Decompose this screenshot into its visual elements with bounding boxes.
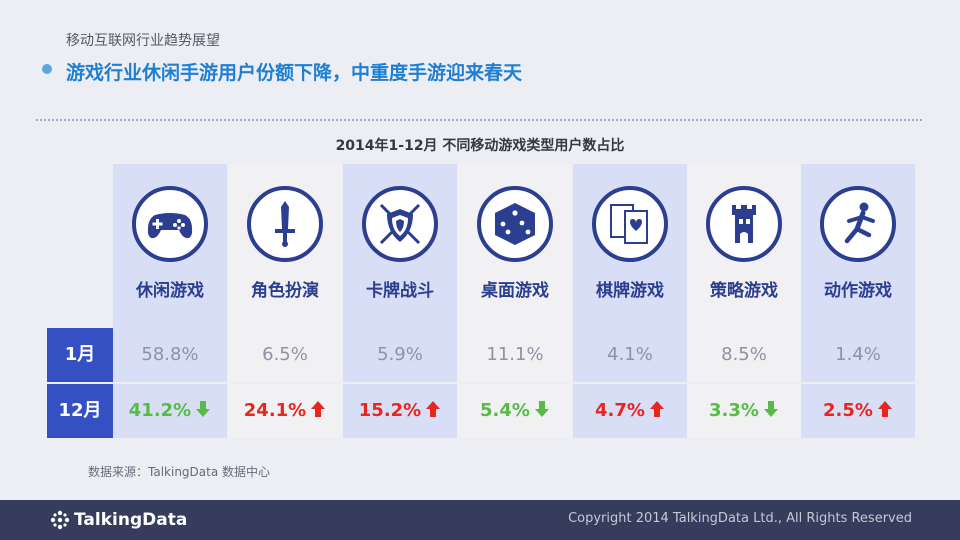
cell-dec-card-battle: 15.2% (343, 384, 457, 438)
table-title: 2014年1-12月 不同移动游戏类型用户数占比 (335, 138, 625, 154)
column-chess-cards: 棋牌游戏 (573, 164, 687, 328)
dec-value: 15.2% (358, 400, 422, 421)
playing-cards-icon (610, 204, 648, 244)
column-rpg: 角色扮演 (228, 164, 342, 328)
arrow-down-icon (763, 401, 778, 417)
dec-value: 2.5% (823, 400, 873, 421)
brand-name: TalkingData (74, 510, 188, 530)
gamepad-icon-circle (132, 186, 208, 262)
category-label: 角色扮演 (251, 281, 319, 301)
column-strategy: 策略游戏 (687, 164, 801, 328)
cell-jan-card-battle: 5.9% (343, 328, 457, 382)
category-label: 休闲游戏 (136, 281, 204, 301)
cell-dec-strategy: 3.3% (687, 384, 801, 438)
castle-tower-icon (732, 205, 756, 243)
column-tabletop: 桌面游戏 (458, 164, 572, 328)
cell-jan-strategy: 8.5% (687, 328, 801, 382)
category-label: 动作游戏 (824, 281, 892, 301)
copyright-text: Copyright 2014 TalkingData Ltd., All Rig… (568, 511, 912, 526)
column-card-battle: 卡牌战斗 (343, 164, 457, 328)
dec-value: 4.7% (595, 400, 645, 421)
dec-value: 41.2% (128, 400, 192, 421)
category-label: 卡牌战斗 (366, 281, 434, 301)
gamepad-icon (147, 213, 193, 239)
category-label: 策略游戏 (710, 281, 778, 301)
sword-icon (275, 201, 295, 247)
running-figure-icon (844, 202, 875, 244)
dice-icon-circle (477, 186, 553, 262)
column-casual: 休闲游戏 (113, 164, 227, 328)
arrow-up-icon (649, 401, 664, 417)
running-figure-icon-circle (820, 186, 896, 262)
arrow-up-icon (311, 401, 326, 417)
cell-dec-casual: 41.2% (113, 384, 227, 438)
dice-icon (495, 203, 535, 245)
cell-jan-rpg: 6.5% (228, 328, 342, 382)
dotted-divider (36, 119, 922, 121)
sword-icon-circle (247, 186, 323, 262)
category-label: 棋牌游戏 (596, 281, 664, 301)
cell-jan-chess-cards: 4.1% (573, 328, 687, 382)
arrow-down-icon (534, 401, 549, 417)
row-header-jan: 1月 (47, 328, 113, 382)
playing-cards-icon-circle (592, 186, 668, 262)
shield-swords-icon-circle (362, 186, 438, 262)
cell-jan-casual: 58.8% (113, 328, 227, 382)
cell-dec-action: 2.5% (801, 384, 915, 438)
bullet-dot (42, 64, 52, 74)
category-label: 桌面游戏 (481, 281, 549, 301)
arrow-up-icon (877, 401, 892, 417)
dec-value: 3.3% (709, 400, 759, 421)
row-header-dec: 12月 (47, 384, 113, 438)
cell-dec-chess-cards: 4.7% (573, 384, 687, 438)
arrow-down-icon (196, 401, 211, 417)
dec-value: 24.1% (243, 400, 307, 421)
page-headline: 游戏行业休闲手游用户份额下降，中重度手游迎来春天 (66, 62, 523, 84)
cell-jan-action: 1.4% (801, 328, 915, 382)
shield-swords-icon (379, 203, 421, 245)
dec-value: 5.4% (480, 400, 530, 421)
castle-tower-icon-circle (706, 186, 782, 262)
arrow-up-icon (426, 401, 441, 417)
cell-dec-tabletop: 5.4% (458, 384, 572, 438)
column-action: 动作游戏 (801, 164, 915, 328)
footer-bar: TalkingData Copyright 2014 TalkingData L… (0, 500, 960, 540)
talkingdata-logo-icon (50, 510, 70, 530)
cell-dec-rpg: 24.1% (228, 384, 342, 438)
cell-jan-tabletop: 11.1% (458, 328, 572, 382)
data-source-note: 数据来源：TalkingData 数据中心 (88, 465, 271, 479)
section-subtitle: 移动互联网行业趋势展望 (66, 33, 220, 49)
